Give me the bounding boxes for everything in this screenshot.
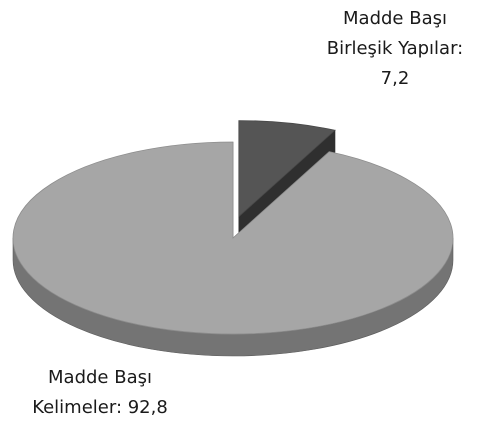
slice-label-kelimeler-line-1: Madde Başı	[48, 367, 152, 388]
slice-label-birlesik-yapilar: Madde Başı Birleşik Yapılar: 7,2	[305, 4, 484, 94]
slice-label-kelimeler: Madde Başı Kelimeler: 92,8	[0, 363, 200, 423]
slice-label-birlesik-line-2: Birleşik Yapılar:	[326, 38, 464, 59]
slice-label-birlesik-line-1: Madde Başı	[343, 8, 447, 29]
slice-1-top	[238, 120, 336, 218]
slice-label-birlesik-value: 7,2	[380, 68, 410, 89]
slice-2-top	[12, 141, 454, 335]
slice-label-kelimeler-line-2: Kelimeler: 92,8	[32, 397, 168, 418]
pie-tops	[12, 120, 454, 335]
